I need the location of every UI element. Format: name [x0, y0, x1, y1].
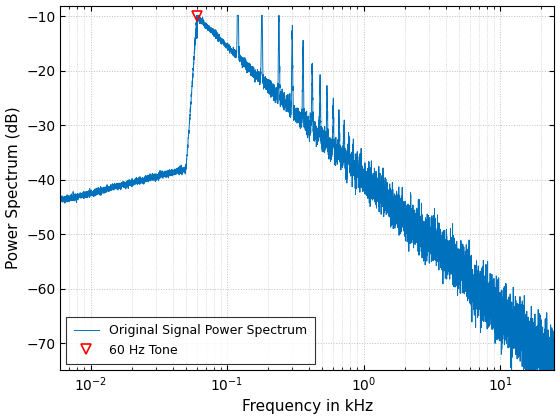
Original Signal Power Spectrum: [527, 384, 534, 389]
Original Signal Power Spectrum: [551, 330, 558, 335]
Original Signal Power Spectrum: [236, 50, 242, 55]
Original Signal Power Spectrum: [194, 13, 200, 18]
Original Signal Power Spectrum: [423, 248, 430, 253]
X-axis label: Frequency in kHz: Frequency in kHz: [242, 399, 373, 415]
Original Signal Power Spectrum: [57, 196, 64, 201]
Original Signal Power Spectrum: [82, 192, 88, 197]
Original Signal Power Spectrum: [349, 155, 356, 160]
Original Signal Power Spectrum: [450, 281, 456, 286]
Line: Original Signal Power Spectrum: Original Signal Power Spectrum: [60, 16, 554, 387]
Legend: Original Signal Power Spectrum, 60 Hz Tone: Original Signal Power Spectrum, 60 Hz To…: [67, 317, 315, 364]
Y-axis label: Power Spectrum (dB): Power Spectrum (dB): [6, 107, 21, 269]
Original Signal Power Spectrum: [371, 193, 377, 198]
